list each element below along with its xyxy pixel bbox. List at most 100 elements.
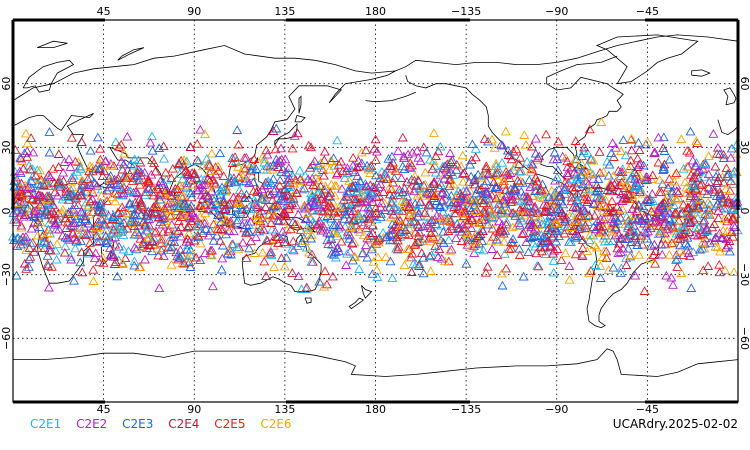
- observation-triangle: [589, 198, 600, 208]
- observation-triangle: [340, 221, 351, 231]
- observation-triangle: [469, 197, 480, 207]
- observation-triangle: [309, 200, 319, 210]
- observation-triangle: [71, 236, 82, 246]
- observation-triangle: [162, 201, 173, 211]
- observation-triangle: [388, 209, 399, 219]
- observation-triangle: [430, 167, 441, 177]
- observation-triangle: [199, 199, 210, 209]
- observation-triangle: [339, 213, 350, 223]
- observation-triangle: [81, 186, 92, 196]
- observation-triangle: [218, 185, 229, 195]
- observation-triangle: [275, 155, 285, 165]
- legend-item-c2e4: C2E4: [168, 417, 200, 431]
- observation-triangle: [176, 231, 186, 241]
- observation-triangle: [434, 182, 445, 192]
- observation-triangle: [314, 276, 325, 286]
- coastline-segment-24: [595, 34, 699, 85]
- observation-triangle: [123, 172, 134, 182]
- observation-triangle: [500, 126, 511, 136]
- observation-triangle: [488, 231, 499, 241]
- observation-triangle: [158, 141, 169, 151]
- observation-triangle: [703, 197, 713, 207]
- observation-triangle: [682, 216, 693, 226]
- observation-triangle: [84, 247, 95, 256]
- observation-triangle: [578, 204, 589, 214]
- observation-triangle: [363, 164, 374, 174]
- observation-triangle: [234, 185, 245, 195]
- observation-triangle: [213, 210, 223, 219]
- observation-triangle: [217, 253, 228, 263]
- observation-triangle: [621, 179, 632, 189]
- observation-triangle: [254, 226, 265, 236]
- top-longitude-labels: 45 90 135 180 −135 −90 −45: [97, 5, 659, 18]
- observation-triangle: [614, 229, 624, 239]
- observation-triangle: [292, 241, 303, 250]
- observation-triangle: [80, 211, 91, 221]
- observation-triangle: [69, 232, 80, 242]
- observation-triangle: [707, 222, 718, 232]
- observation-triangle: [596, 194, 607, 204]
- observation-triangle: [312, 204, 323, 214]
- lat-label-right-1: 30: [738, 140, 750, 154]
- observation-triangle: [657, 249, 668, 259]
- observation-triangle: [308, 216, 319, 226]
- observation-triangle: [246, 204, 257, 213]
- observation-triangle: [193, 202, 204, 212]
- observation-triangle: [204, 175, 215, 185]
- observation-triangle: [412, 145, 423, 155]
- observation-triangle: [610, 223, 621, 233]
- coastline-segment-27: [717, 119, 739, 136]
- observation-triangle: [113, 173, 124, 183]
- observation-triangle: [607, 196, 617, 205]
- observation-triangle: [42, 228, 53, 238]
- observation-triangle: [130, 187, 141, 196]
- observation-triangle: [532, 176, 543, 186]
- observation-triangle: [589, 240, 600, 250]
- observation-triangle: [470, 173, 480, 183]
- observation-markers: [8, 117, 743, 295]
- observation-triangle: [261, 145, 272, 155]
- observation-triangle: [579, 193, 589, 203]
- coastline-segment-4: [274, 123, 298, 146]
- observation-triangle: [113, 181, 124, 191]
- observation-triangle: [593, 174, 604, 184]
- observation-triangle: [18, 163, 29, 173]
- legend: C2E1 C2E2 C2E3 C2E4 C2E5 C2E6: [30, 417, 303, 433]
- observation-triangle: [686, 283, 697, 292]
- observation-triangle: [100, 236, 111, 246]
- observation-triangle: [307, 249, 317, 259]
- observation-triangle: [628, 193, 639, 203]
- observation-triangle: [215, 224, 226, 234]
- observation-triangle: [97, 171, 108, 181]
- observation-triangle: [356, 189, 367, 199]
- observation-triangle: [418, 180, 429, 190]
- coastline-segment-29: [37, 40, 68, 48]
- observation-triangle: [101, 238, 112, 248]
- observation-triangle: [210, 224, 220, 234]
- observation-triangle: [329, 226, 340, 235]
- observation-triangle: [30, 170, 41, 180]
- observation-triangle: [65, 162, 76, 171]
- observation-triangle: [555, 196, 566, 206]
- observation-triangle: [345, 222, 356, 231]
- observation-triangle: [116, 156, 127, 166]
- observation-triangle: [511, 144, 522, 154]
- observation-triangle: [361, 180, 372, 190]
- observation-triangle: [411, 259, 422, 269]
- observation-triangle: [289, 130, 300, 140]
- observation-triangle: [87, 194, 98, 204]
- observation-triangle: [71, 193, 82, 203]
- observation-triangle: [595, 167, 605, 177]
- observation-triangle: [166, 173, 177, 182]
- observation-triangle: [239, 193, 250, 203]
- observation-triangle: [95, 197, 106, 207]
- observation-triangle: [49, 208, 60, 218]
- observation-triangle: [245, 216, 256, 226]
- observation-triangle: [661, 270, 672, 280]
- observation-triangle: [483, 219, 494, 229]
- observation-triangle: [135, 233, 146, 243]
- observation-triangle: [216, 264, 227, 274]
- observation-triangle: [507, 194, 518, 204]
- observation-triangle: [650, 258, 661, 268]
- observation-triangle: [548, 225, 559, 234]
